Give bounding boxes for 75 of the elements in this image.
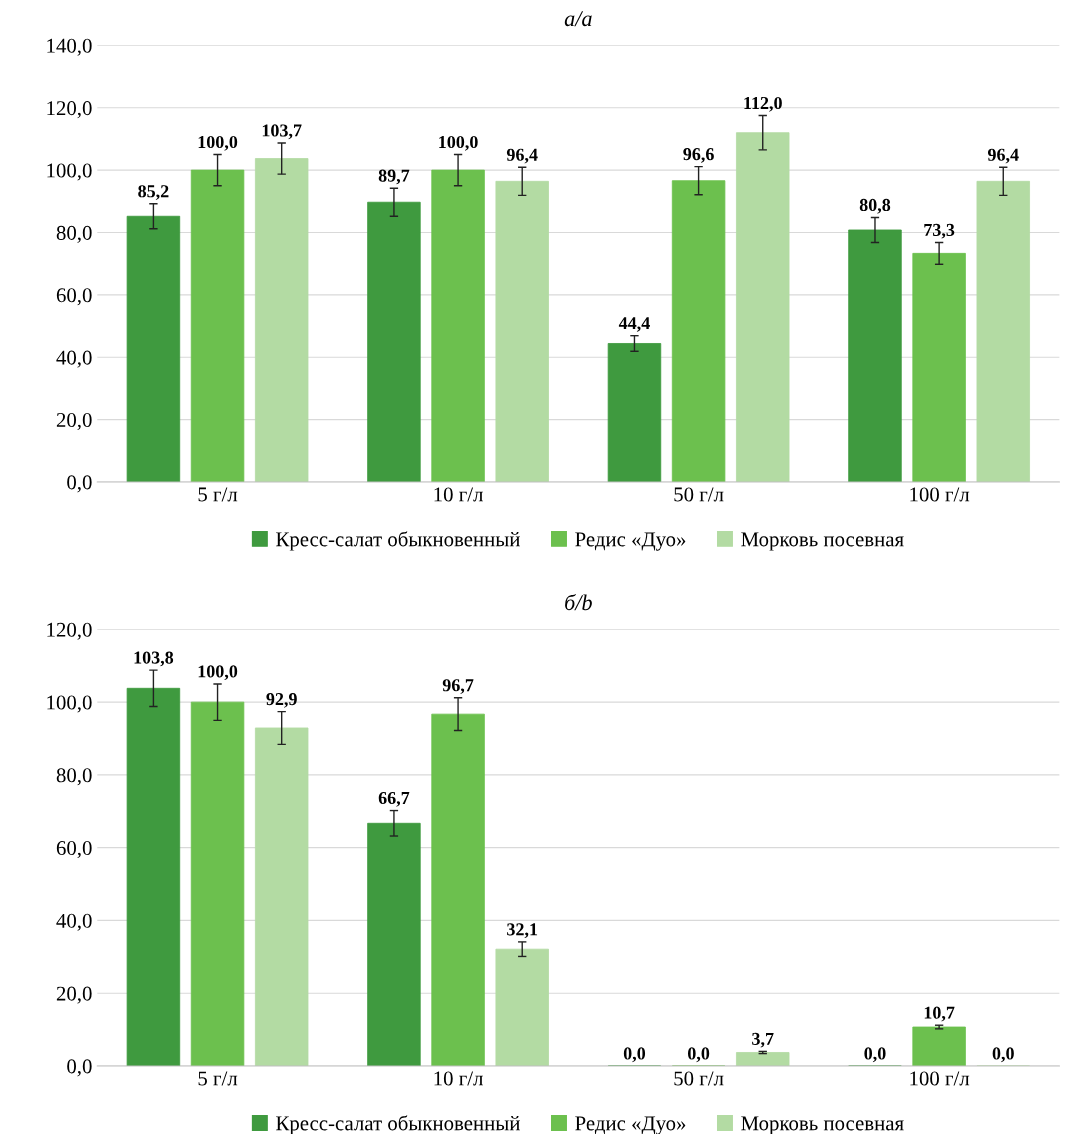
bar [254,158,309,482]
bar [607,343,662,482]
legend-label: Морковь посевная [741,532,904,551]
bar [190,169,245,482]
data-label: 0,0 [992,1047,1014,1063]
y-tick-label: 120,0 [47,622,92,640]
data-label: 112,0 [744,96,782,112]
bar [671,180,726,482]
bar [126,215,181,482]
x-tick-label: 10 г/л [434,1071,483,1086]
legend-label: Редис «Дуо» [575,532,686,551]
chart-title: а/a [564,11,592,27]
legend-label: Редис «Дуо» [575,1116,686,1134]
bar [367,822,421,1066]
y-tick-label: 80,0 [56,768,92,786]
bar [912,252,966,482]
y-tick-label: 40,0 [56,350,92,368]
bar [912,1026,966,1066]
data-label: 0,0 [864,1047,886,1063]
x-tick-label: 100 г/л [910,487,970,502]
legend-label: Морковь посевная [741,1116,904,1134]
data-label: 80,8 [859,198,891,214]
data-label: 66,7 [378,791,410,807]
bar [976,180,1030,482]
x-tick-label: 5 г/л [198,1071,238,1086]
data-label: 96,6 [683,148,714,163]
y-tick-label: 20,0 [56,986,92,1004]
data-label: 0,0 [623,1047,646,1063]
x-tick-label: 50 г/л [674,487,724,502]
y-tick-label: 140,0 [47,38,92,56]
y-tick-label: 60,0 [56,841,92,859]
data-label: 89,7 [378,169,410,185]
bar [431,169,485,482]
data-label: 10,7 [924,1006,955,1022]
data-label: 96,4 [987,148,1019,164]
data-label: 96,7 [442,679,474,694]
chart-title: б/b [565,594,592,611]
data-label: 103,8 [134,651,174,667]
x-tick-label: 5 г/л [198,487,238,502]
bar [254,727,309,1066]
y-tick-label: 60,0 [56,288,92,306]
data-label: 100,0 [198,135,238,151]
legend-label: Кресс-салат обыкновенный [276,531,520,551]
y-tick-label: 120,0 [47,101,92,119]
bar [367,201,421,482]
data-label: 100,0 [439,135,478,151]
data-label: 3,7 [752,1032,774,1048]
bar [736,1052,790,1066]
bar [190,701,245,1066]
y-tick-label: 20,0 [56,412,92,431]
y-tick-label: 40,0 [56,913,92,931]
data-label: 32,1 [507,923,538,939]
bar [495,180,549,482]
bar [495,948,549,1066]
y-tick-label: 80,0 [56,225,92,243]
data-label: 100,0 [198,665,238,681]
bar [126,687,181,1066]
legend-label: Кресс-салат обыкновенный [276,1115,520,1134]
y-tick-label: 100,0 [47,695,92,713]
bar [736,132,790,482]
y-tick-label: 0,0 [67,475,92,493]
x-tick-label: 10 г/л [434,487,483,502]
data-label: 96,4 [506,148,538,164]
data-label: 73,3 [924,223,955,239]
x-tick-label: 50 г/л [674,1071,724,1086]
bar [848,229,902,482]
y-tick-label: 100,0 [47,163,92,181]
data-label: 85,2 [138,185,169,200]
bar [431,713,485,1066]
data-label: 92,9 [266,693,297,708]
data-label: 103,7 [262,124,302,140]
x-tick-label: 100 г/л [910,1071,970,1086]
data-label: 44,4 [618,317,650,332]
data-label: 0,0 [688,1047,710,1063]
y-tick-label: 0,0 [67,1059,92,1077]
